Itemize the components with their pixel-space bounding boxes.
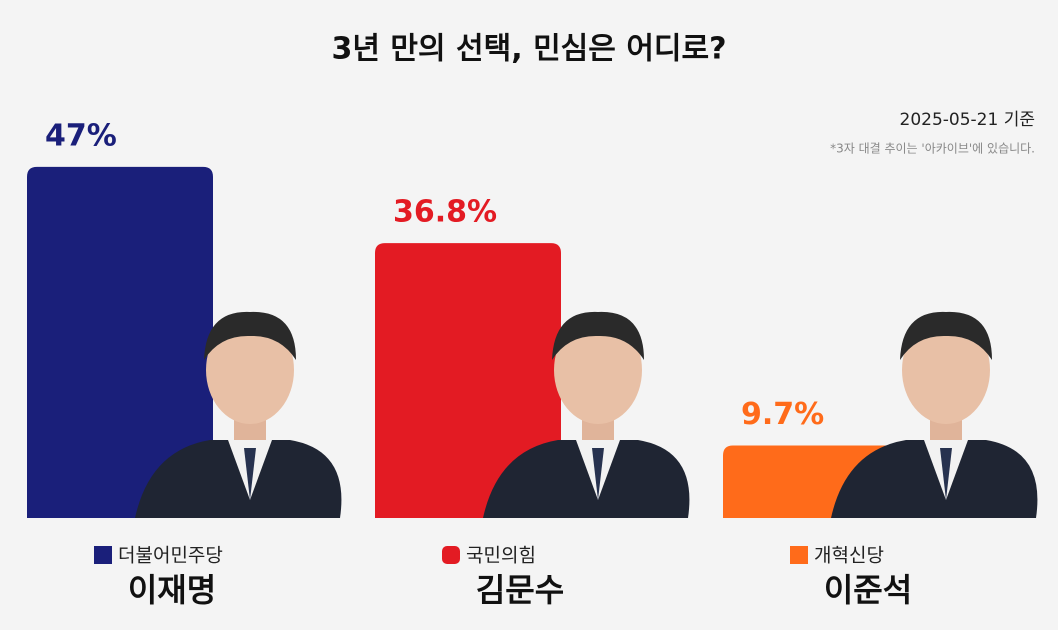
candidate-name: 이재명 [128, 571, 216, 609]
party-icon [790, 546, 808, 564]
value-label: 9.7% [741, 397, 824, 432]
date-label: 2025-05-21 기준 [900, 110, 1035, 130]
party-icon [442, 546, 460, 564]
party-icon [94, 546, 112, 564]
party-name: 국민의힘 [466, 545, 536, 567]
bar [27, 166, 213, 518]
party-name: 개혁신당 [814, 545, 884, 567]
candidate-name: 김문수 [476, 571, 564, 609]
value-label: 36.8% [393, 195, 497, 230]
bar [375, 243, 561, 518]
party-name: 더불어민주당 [118, 545, 223, 567]
value-label: 47% [45, 118, 117, 153]
chart-title: 3년 만의 선택, 민심은 어디로? [331, 32, 726, 67]
candidate-name: 이준석 [824, 571, 912, 609]
note: *3자 대결 추이는 '아카이브'에 있습니다. [830, 142, 1035, 156]
